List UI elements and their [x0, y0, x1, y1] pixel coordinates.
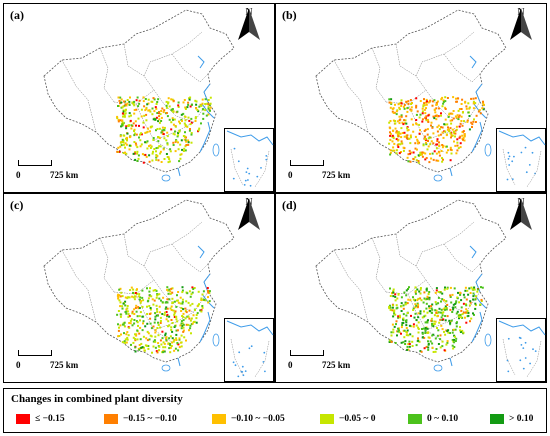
legend-item: ≤ −0.15: [16, 414, 104, 424]
china-map-d: [315, 199, 507, 372]
scale-bar: 0 725 km: [16, 348, 96, 370]
north-arrow-icon: N: [238, 8, 260, 52]
legend-swatch: [490, 414, 504, 424]
china-map-c: [43, 199, 235, 372]
panel-label: (a): [10, 8, 24, 22]
legend-item: 0 ~ 0.10: [408, 414, 490, 424]
south-china-sea-inset: [496, 318, 546, 382]
map-panel-b: (b) N 0 725 km: [275, 3, 547, 193]
legend-item: −0.05 ~ 0: [320, 414, 408, 424]
legend-swatch: [16, 414, 30, 424]
north-arrow-icon: N: [238, 198, 260, 242]
south-china-sea-inset: [224, 128, 274, 192]
scale-bar: 0 725 km: [288, 348, 368, 370]
north-arrow-icon: N: [510, 198, 532, 242]
scale-bar: 0 725 km: [288, 158, 368, 180]
south-china-sea-inset: [496, 128, 546, 192]
legend-swatch: [104, 414, 118, 424]
china-map-b: [315, 9, 507, 182]
legend-swatch: [212, 414, 226, 424]
legend-swatch: [320, 414, 334, 424]
legend-swatch: [408, 414, 422, 424]
north-arrow-icon: N: [510, 8, 532, 52]
legend: Changes in combined plant diversity ≤ −0…: [3, 388, 547, 433]
map-panel-a: (a) N 0 725 km: [3, 3, 275, 193]
scale-bar: 0 725 km: [16, 158, 96, 180]
panel-label: (c): [10, 198, 24, 212]
map-panel-d: (d) N 0 725 km: [275, 193, 547, 383]
china-map-a: [43, 9, 235, 182]
map-panel-c: (c) N 0 725 km: [3, 193, 275, 383]
panel-label: (b): [282, 8, 297, 22]
legend-item: −0.10 ~ −0.05: [212, 414, 320, 424]
panel-label: (d): [282, 198, 297, 212]
legend-item: −0.15 ~ −0.10: [104, 414, 212, 424]
south-china-sea-inset: [224, 318, 274, 382]
legend-item: > 0.10: [490, 414, 533, 424]
legend-title: Changes in combined plant diversity: [11, 393, 183, 405]
